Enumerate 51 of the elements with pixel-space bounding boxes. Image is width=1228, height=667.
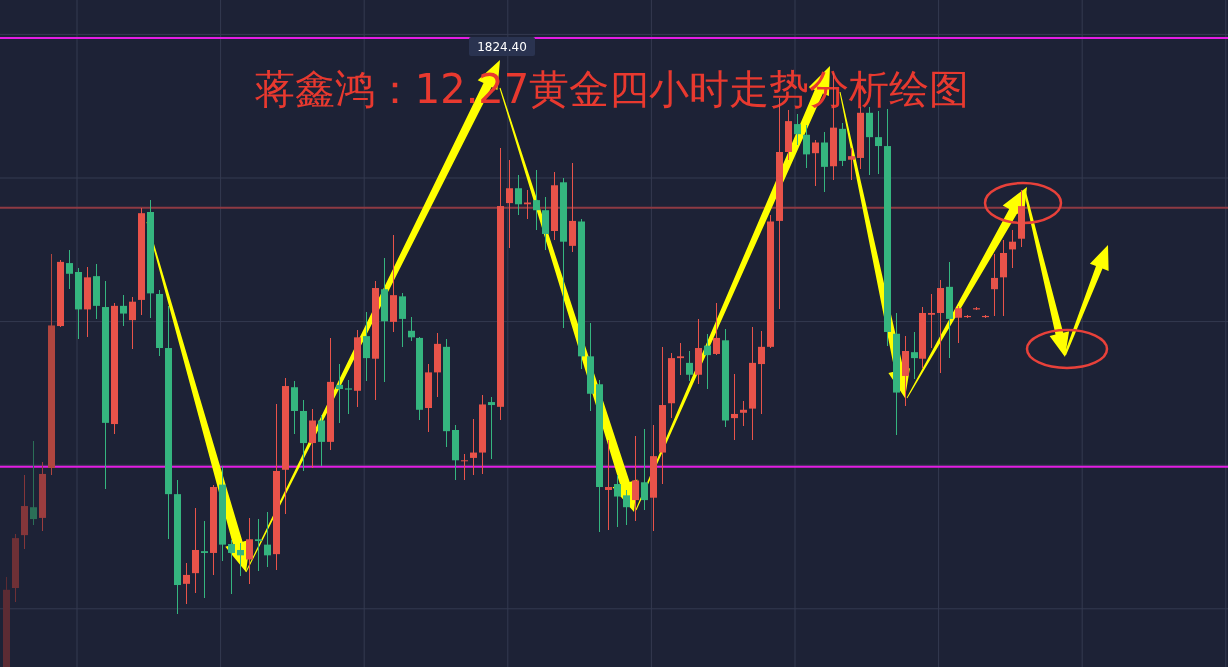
candlestick (713, 302, 720, 356)
candlestick (30, 439, 37, 526)
candlestick (255, 518, 262, 573)
candlestick (911, 331, 918, 380)
candlestick (605, 439, 612, 531)
candlestick (524, 189, 531, 220)
candlestick (928, 293, 935, 349)
candlestick (731, 373, 738, 441)
candlestick (875, 110, 882, 175)
candlestick (228, 539, 235, 595)
candlestick (614, 474, 621, 529)
candlestick (686, 350, 693, 382)
candlestick (336, 363, 343, 424)
candlestick (758, 330, 765, 415)
candlestick (66, 249, 73, 290)
candlestick (183, 562, 190, 605)
candlestick (506, 158, 513, 249)
candlestick (515, 173, 522, 216)
candlestick (488, 395, 495, 460)
candlestick (641, 428, 648, 511)
candlestick (201, 520, 208, 599)
text: 1824.40 (477, 40, 527, 54)
candlestick (704, 333, 711, 390)
candlestick (991, 252, 998, 317)
candlestick (129, 296, 136, 350)
candlestick (533, 169, 540, 231)
candlestick (408, 316, 415, 343)
candlestick (803, 124, 810, 169)
candlestick (677, 342, 684, 376)
candlestick (794, 113, 801, 146)
candlestick (309, 407, 316, 469)
candlestick (632, 435, 639, 522)
candlestick (264, 511, 271, 568)
candlestick (345, 379, 352, 415)
candlestick (399, 292, 406, 348)
candlestick (120, 294, 127, 327)
candlestick (1009, 229, 1016, 269)
candlestick (623, 489, 630, 526)
candlestick (740, 400, 747, 427)
candlestick (812, 139, 819, 188)
candlestick (246, 517, 253, 585)
candlestick (363, 311, 370, 382)
candlestick (192, 507, 199, 594)
candlestick (237, 542, 244, 577)
candlestick (291, 379, 298, 435)
candlestick (542, 196, 549, 251)
candlestick (848, 147, 855, 181)
candlestick (955, 305, 962, 345)
candlestick (461, 453, 468, 482)
candlestick (318, 414, 325, 467)
candlestick (470, 418, 477, 476)
